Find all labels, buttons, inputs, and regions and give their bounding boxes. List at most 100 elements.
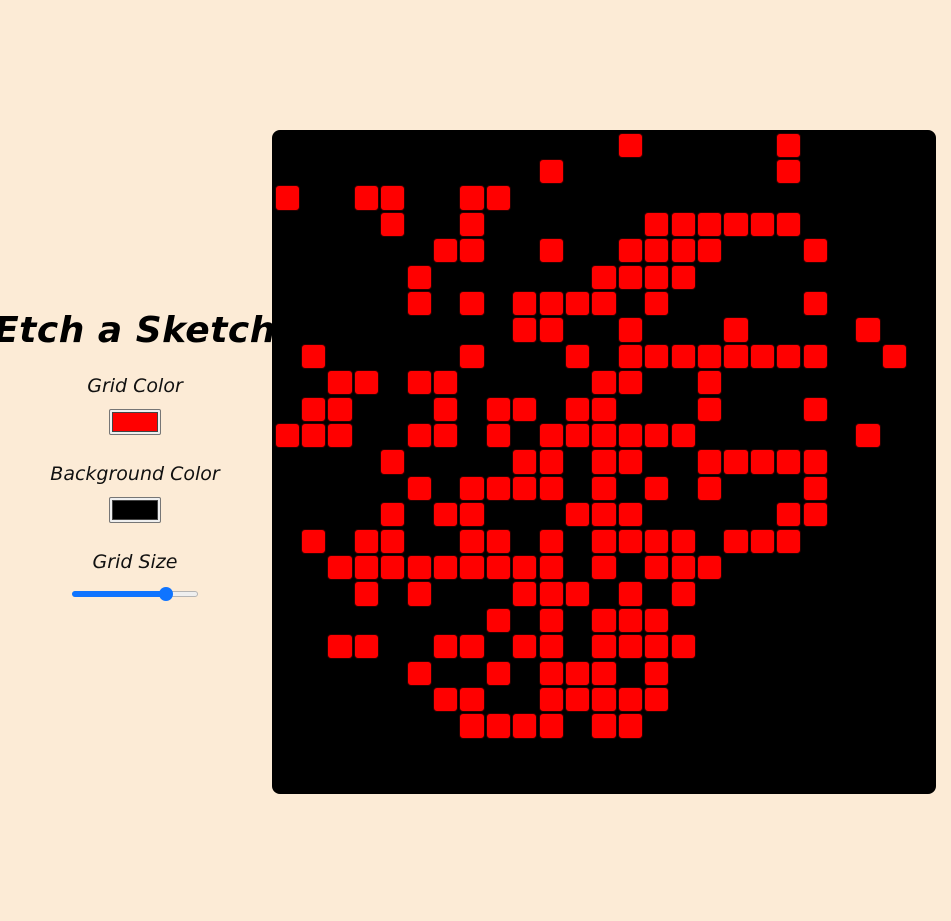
grid-cell[interactable] [644,238,670,264]
grid-cell[interactable] [459,554,485,581]
grid-cell[interactable] [380,502,406,528]
grid-cell[interactable] [591,475,617,502]
grid-cell[interactable] [380,554,406,581]
grid-cell[interactable] [617,343,644,370]
grid-cell[interactable] [538,686,564,713]
grid-cell[interactable] [485,607,512,634]
grid-cell[interactable] [353,581,380,607]
grid-cell[interactable] [802,502,828,528]
grid-cell[interactable] [591,634,617,660]
grid-cell[interactable] [749,343,776,370]
grid-cell[interactable] [564,581,591,607]
grid-cell[interactable] [776,158,802,185]
grid-cell[interactable] [459,528,485,554]
grid-cell[interactable] [432,238,459,264]
background-color-picker[interactable] [109,497,161,523]
grid-cell[interactable] [564,660,591,686]
grid-cell[interactable] [670,343,696,370]
grid-cell[interactable] [432,502,459,528]
grid-cell[interactable] [327,634,353,660]
grid-cell[interactable] [538,475,564,502]
grid-cell[interactable] [485,660,512,686]
grid-color-picker[interactable] [109,409,161,435]
grid-cell[interactable] [538,713,564,739]
grid-cell[interactable] [459,238,485,264]
grid-cell[interactable] [591,607,617,634]
grid-cell[interactable] [696,554,723,581]
grid-cell[interactable] [855,422,881,449]
grid-cell[interactable] [538,528,564,554]
grid-size-slider-thumb[interactable] [159,587,173,601]
grid-cell[interactable] [485,713,512,739]
grid-cell[interactable] [380,185,406,211]
grid-cell[interactable] [459,634,485,660]
grid-cell[interactable] [776,211,802,238]
grid-cell[interactable] [512,449,538,475]
grid-cell[interactable] [538,238,564,264]
grid-cell[interactable] [459,475,485,502]
grid-cell[interactable] [406,370,432,396]
grid-cell[interactable] [591,528,617,554]
grid-cell[interactable] [459,211,485,238]
grid-cell[interactable] [723,317,749,343]
grid-cell[interactable] [406,475,432,502]
grid-cell[interactable] [485,554,512,581]
grid-cell[interactable] [749,449,776,475]
grid-cell[interactable] [406,554,432,581]
grid-cell[interactable] [776,528,802,554]
grid-cell[interactable] [327,422,353,449]
grid-cell[interactable] [617,317,644,343]
grid-cell[interactable] [696,396,723,422]
grid-cell[interactable] [327,370,353,396]
grid-cell[interactable] [327,554,353,581]
grid-cell[interactable] [617,528,644,554]
grid-cell[interactable] [353,554,380,581]
grid-cell[interactable] [670,264,696,290]
grid-cell[interactable] [538,449,564,475]
grid-cell[interactable] [459,686,485,713]
grid-cell[interactable] [644,264,670,290]
grid-cell[interactable] [512,317,538,343]
grid-cell[interactable] [538,317,564,343]
grid-cell[interactable] [538,422,564,449]
grid-cell[interactable] [723,449,749,475]
grid-cell[interactable] [485,528,512,554]
grid-cell[interactable] [617,686,644,713]
grid-cell[interactable] [591,396,617,422]
grid-cell[interactable] [617,581,644,607]
grid-cell[interactable] [802,475,828,502]
grid-cell[interactable] [776,343,802,370]
grid-cell[interactable] [459,502,485,528]
grid-cell[interactable] [670,422,696,449]
grid-cell[interactable] [512,554,538,581]
grid-cell[interactable] [696,238,723,264]
grid-cell[interactable] [485,475,512,502]
grid-cell[interactable] [300,528,327,554]
grid-cell[interactable] [591,554,617,581]
grid-cell[interactable] [564,343,591,370]
grid-cell[interactable] [459,290,485,317]
grid-cell[interactable] [538,607,564,634]
grid-cell[interactable] [459,343,485,370]
grid-cell[interactable] [512,634,538,660]
grid-cell[interactable] [670,634,696,660]
grid-cell[interactable] [723,343,749,370]
grid-cell[interactable] [644,343,670,370]
grid-cell[interactable] [591,502,617,528]
grid-cell[interactable] [644,686,670,713]
grid-cell[interactable] [696,449,723,475]
grid-cell[interactable] [644,660,670,686]
grid-cell[interactable] [881,343,908,370]
grid-cell[interactable] [512,396,538,422]
grid-cell[interactable] [696,475,723,502]
grid-cell[interactable] [564,396,591,422]
grid-cell[interactable] [802,449,828,475]
grid-cell[interactable] [353,370,380,396]
grid-cell[interactable] [644,528,670,554]
grid-cell[interactable] [564,422,591,449]
grid-cell[interactable] [512,290,538,317]
grid-cell[interactable] [591,686,617,713]
grid-cell[interactable] [749,528,776,554]
grid-cell[interactable] [432,422,459,449]
grid-cell[interactable] [432,634,459,660]
